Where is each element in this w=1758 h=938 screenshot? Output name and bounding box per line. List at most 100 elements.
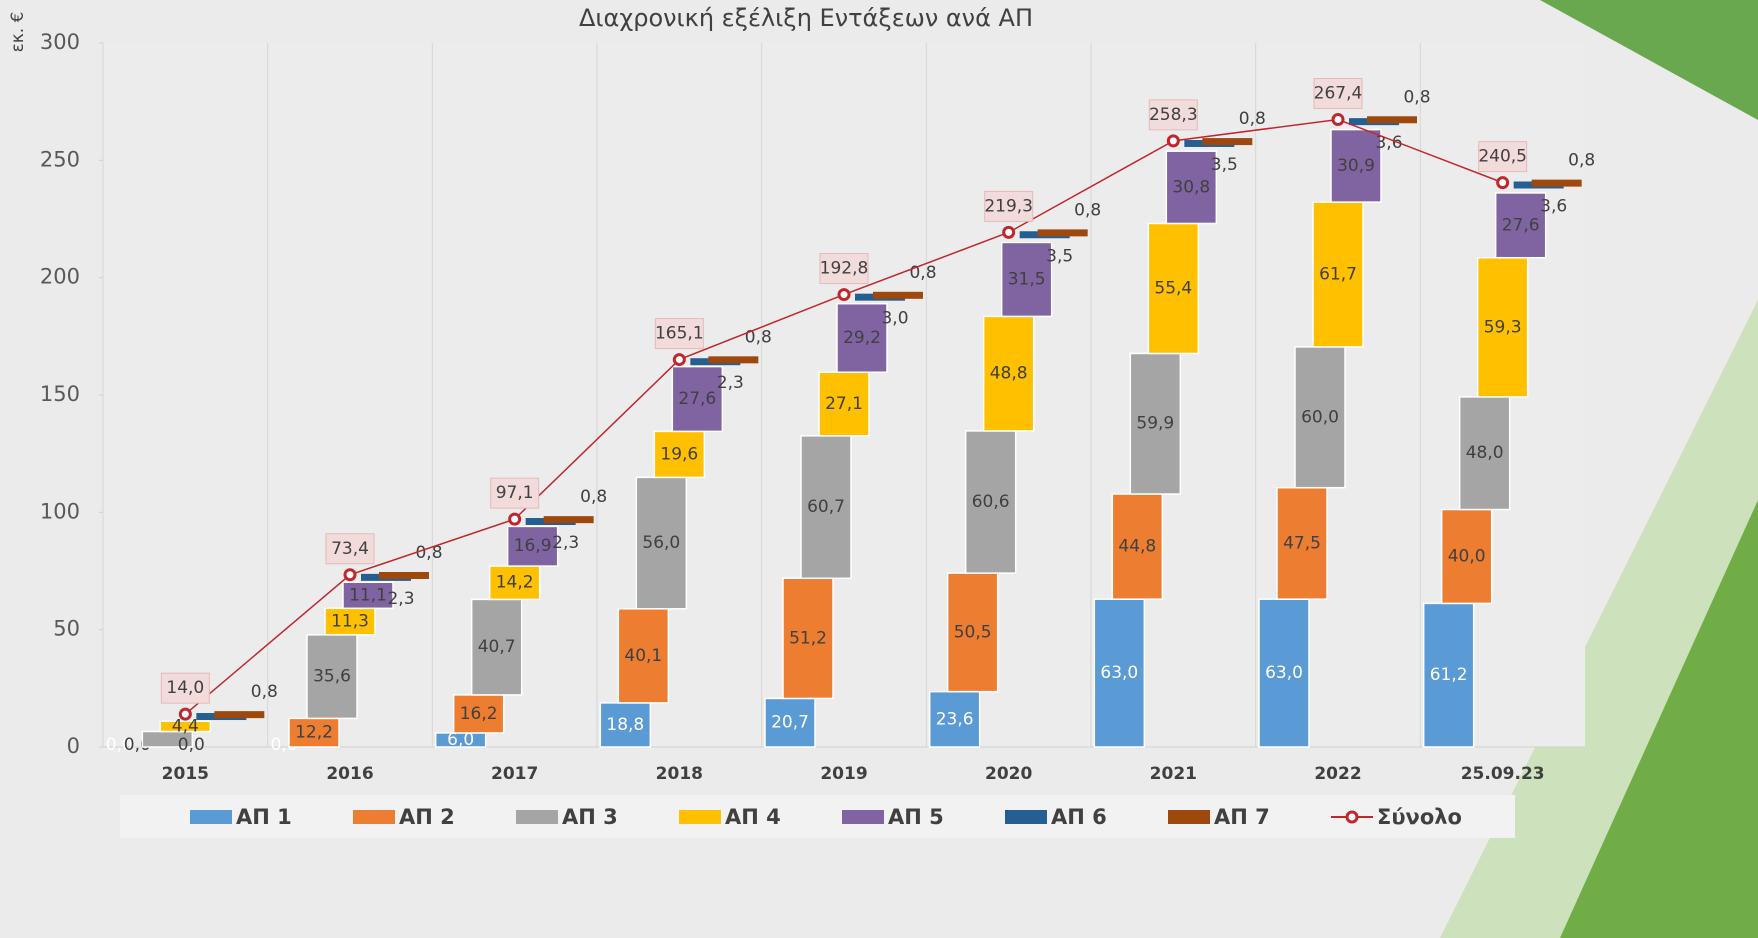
total-label: 219,3 <box>984 196 1033 216</box>
data-label: 63,0 <box>1100 663 1138 683</box>
data-label: 35,6 <box>313 667 351 687</box>
data-label: 0,8 <box>745 327 772 347</box>
bar-segment <box>1440 508 1493 605</box>
data-label: 0,0 <box>178 735 205 755</box>
legend-box <box>120 795 1515 838</box>
bar-segment <box>1000 241 1053 318</box>
bar-segment <box>800 435 852 580</box>
total-label: 97,1 <box>496 483 534 503</box>
data-label: 48,0 <box>1466 443 1504 463</box>
bar-segment <box>214 711 265 719</box>
data-label: 12,2 <box>295 723 333 743</box>
data-label: 14,2 <box>496 573 534 593</box>
bar-segment <box>1276 486 1328 600</box>
data-label: 61,2 <box>1430 665 1468 685</box>
data-label: 2,3 <box>387 589 414 609</box>
legend-label: ΑΠ 4 <box>725 805 781 829</box>
bar-segment <box>470 598 523 696</box>
data-label: 3,6 <box>1540 197 1567 217</box>
bar-segment <box>1165 150 1218 225</box>
legend-swatch <box>516 810 558 824</box>
data-label: 50,5 <box>954 622 992 642</box>
bar-segment <box>946 572 999 693</box>
bar-segment <box>1111 493 1164 600</box>
y-tick-label: 100 <box>40 499 80 523</box>
total-marker <box>178 707 192 721</box>
y-tick-label: 250 <box>40 147 80 171</box>
data-label: 0,8 <box>251 682 278 702</box>
legend-swatch <box>679 810 721 824</box>
data-label: 11,1 <box>349 585 387 605</box>
total-label: 240,5 <box>1478 147 1527 167</box>
total-marker <box>508 512 522 526</box>
data-label: 27,1 <box>825 394 863 414</box>
x-tick-label: 2016 <box>326 764 373 784</box>
data-label: 0,8 <box>580 487 607 507</box>
legend-marker <box>1345 810 1359 824</box>
bar-segment <box>818 371 870 437</box>
bar-segment <box>1494 192 1547 259</box>
bar-segment <box>159 720 212 733</box>
total-label-box <box>1148 99 1198 131</box>
bar-segment <box>982 315 1035 432</box>
data-label: 0,8 <box>1568 151 1595 171</box>
total-marker <box>1166 134 1180 148</box>
y-tick-label: 200 <box>40 265 80 289</box>
data-label: 0,8 <box>909 263 936 283</box>
total-marker <box>1002 225 1016 239</box>
y-tick-label: 0 <box>67 734 80 758</box>
legend-swatch <box>842 810 884 824</box>
legend-swatch <box>1005 810 1047 824</box>
bar-segment <box>288 717 340 748</box>
bar-segment <box>1037 229 1088 237</box>
legend-label: ΑΠ 3 <box>562 805 618 829</box>
bar-segment <box>324 607 376 636</box>
data-label: 40,0 <box>1448 546 1486 566</box>
data-label: 51,2 <box>789 628 827 648</box>
total-label: 258,3 <box>1149 105 1198 125</box>
bar-segment <box>635 476 688 610</box>
data-label: 20,7 <box>771 713 809 733</box>
data-label: 59,9 <box>1136 414 1174 434</box>
bar-segment <box>836 302 888 373</box>
bar-segment <box>964 430 1017 574</box>
data-label: 3,0 <box>881 309 908 329</box>
x-tick-label: 2015 <box>162 764 209 784</box>
data-label: 61,7 <box>1319 264 1357 284</box>
chart-title: Διαχρονική εξέλιξη Εντάξεων ανά ΑΠ <box>579 4 1033 32</box>
bar-segment <box>1330 128 1382 203</box>
data-label: 3,6 <box>1375 133 1402 153</box>
bar-segment <box>671 365 724 433</box>
decor <box>1540 0 1758 120</box>
data-label: 63,0 <box>1265 663 1303 683</box>
data-label: 40,1 <box>624 646 662 666</box>
data-label: 27,6 <box>678 389 716 409</box>
total-label: 267,4 <box>1314 84 1363 104</box>
bar-segment <box>1531 179 1582 187</box>
data-label: 0,8 <box>415 543 442 563</box>
data-label: 55,4 <box>1154 278 1192 298</box>
bar-segment <box>1312 201 1364 348</box>
bar-segment <box>599 702 652 748</box>
bar-segment <box>379 571 429 579</box>
x-tick-label: 2021 <box>1150 764 1197 784</box>
data-label: 2,3 <box>552 533 579 553</box>
bar-segment <box>617 608 670 704</box>
x-tick-label: 25.09.23 <box>1461 764 1545 784</box>
data-label: 11,3 <box>331 612 369 632</box>
data-label: 60,0 <box>1301 407 1339 427</box>
data-label: 44,8 <box>1118 537 1156 557</box>
y-tick-label: 50 <box>53 617 80 641</box>
total-marker <box>837 288 851 302</box>
total-label-box <box>490 477 540 509</box>
data-label: 59,3 <box>1484 317 1522 337</box>
legend-label: ΑΠ 1 <box>236 805 292 829</box>
data-label: 0,8 <box>1239 109 1266 129</box>
legend-swatch <box>353 810 395 824</box>
data-label: 40,7 <box>478 637 516 657</box>
bar-segment <box>543 516 594 524</box>
y-tick-label: 300 <box>40 30 80 54</box>
total-marker <box>1331 113 1345 127</box>
total-label-box <box>1313 78 1363 110</box>
bar-segment <box>1294 346 1346 489</box>
